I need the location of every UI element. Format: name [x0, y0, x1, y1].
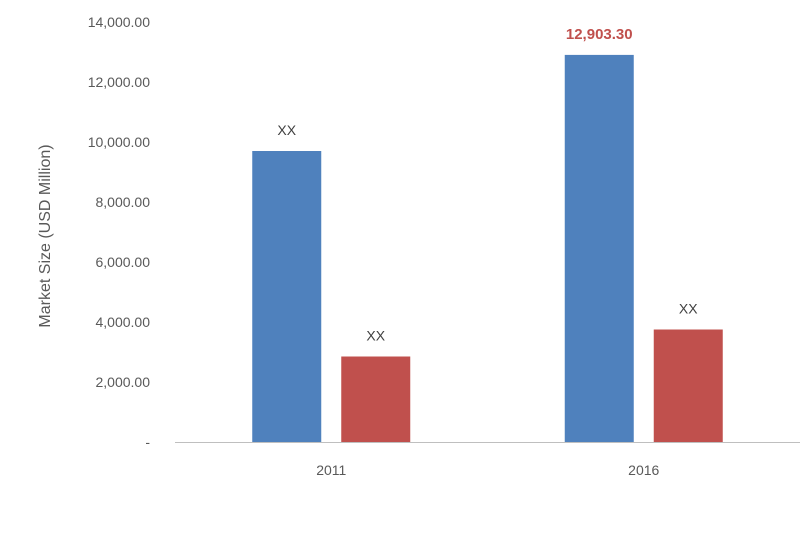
- y-tick-label: 4,000.00: [96, 314, 151, 330]
- x-axis-categories: 2011 2016: [316, 462, 659, 478]
- bar: [653, 329, 723, 442]
- bars: [252, 54, 723, 442]
- x-category-label: 2016: [628, 462, 659, 478]
- data-label: XX: [366, 328, 385, 344]
- y-axis-label: Market Size (USD Million): [37, 144, 54, 327]
- x-category-label: 2011: [316, 462, 346, 478]
- y-tick-label: 8,000.00: [96, 194, 151, 210]
- data-label: 12,903.30: [566, 26, 633, 43]
- bar: [564, 54, 634, 442]
- data-label: XX: [277, 122, 296, 138]
- y-tick-label: 12,000.00: [88, 74, 150, 90]
- y-axis-ticks: - 2,000.00 4,000.00 6,000.00 8,000.00 10,000.…: [88, 14, 151, 450]
- y-tick-label: 2,000.00: [96, 374, 151, 390]
- data-label: XX: [679, 301, 698, 317]
- data-labels: XX XX 12,903.30 XX: [277, 26, 698, 344]
- y-tick-label: 6,000.00: [96, 254, 151, 270]
- y-tick-label: 10,000.00: [88, 134, 150, 150]
- bar: [341, 356, 411, 442]
- y-tick-label: -: [145, 434, 150, 450]
- bar: [252, 151, 322, 442]
- y-tick-label: 14,000.00: [88, 14, 150, 30]
